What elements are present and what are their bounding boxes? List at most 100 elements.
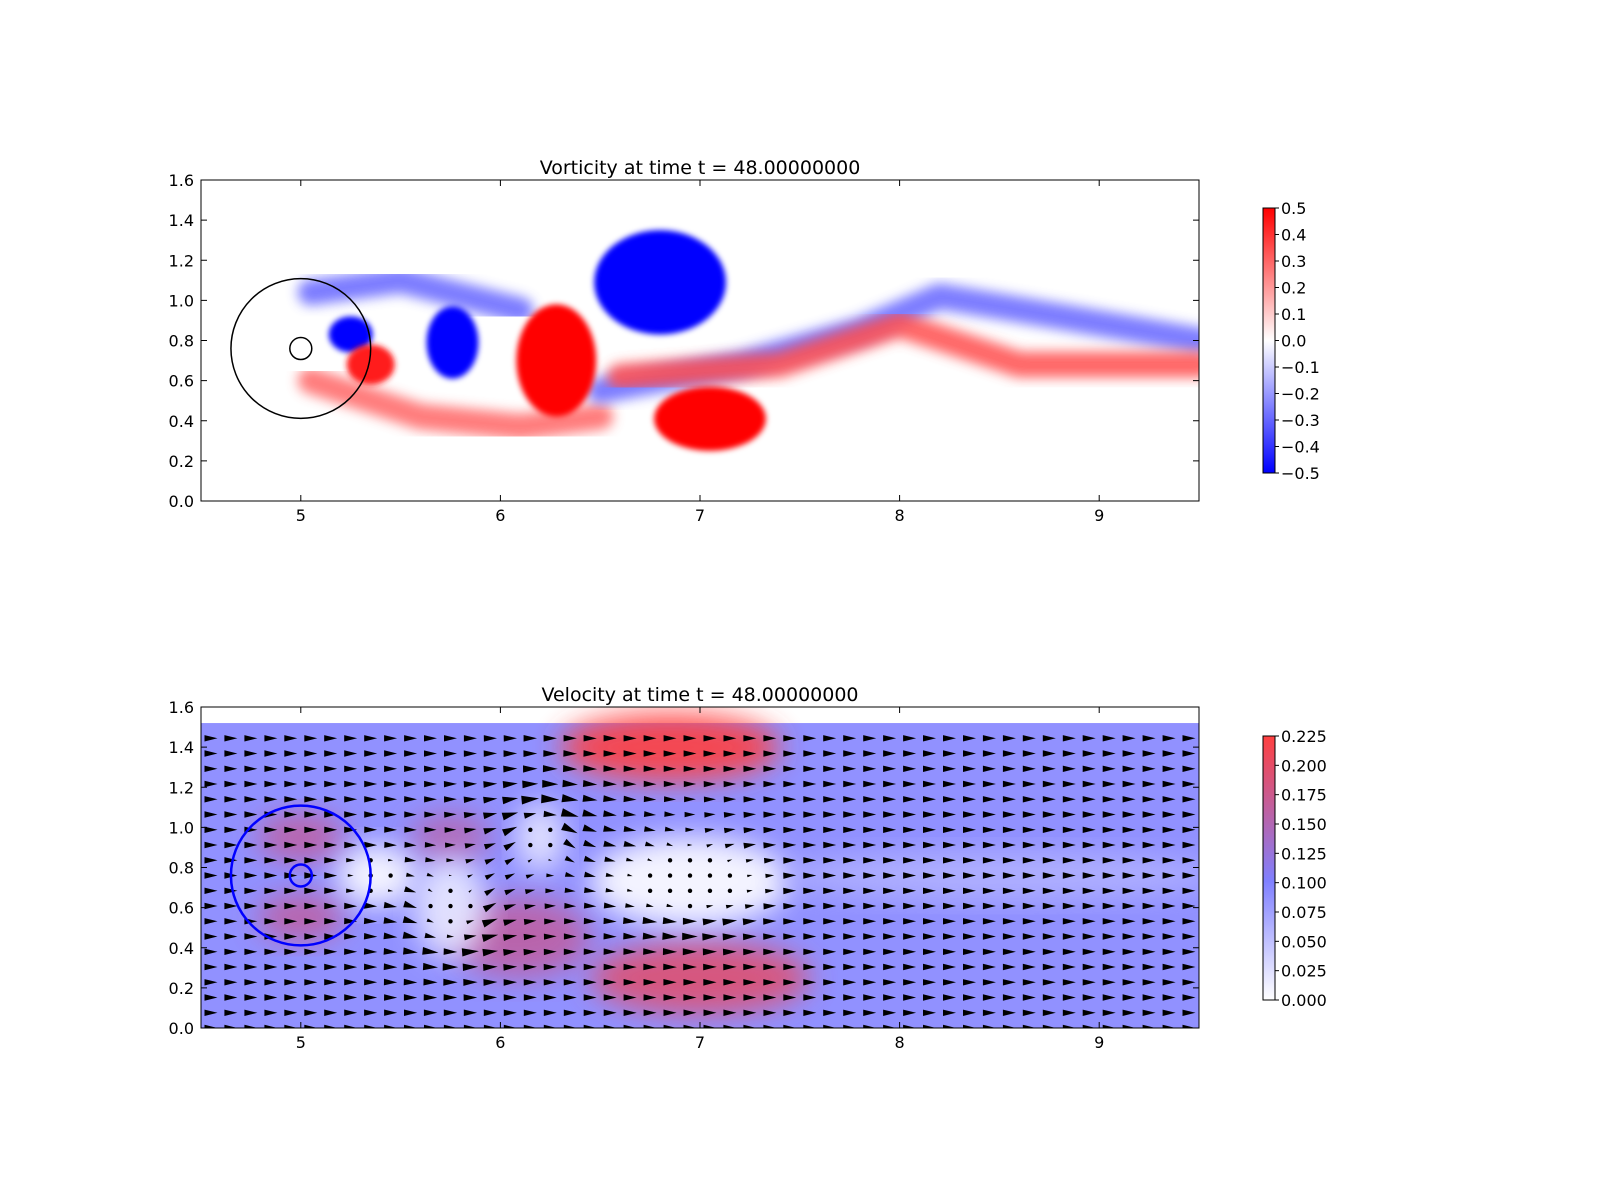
- quiver-dot: [687, 873, 693, 878]
- quiver-arrow: [883, 948, 897, 955]
- quiver-arrow: [584, 887, 597, 893]
- quiver-arrow: [443, 978, 458, 986]
- quiver-arrow: [403, 900, 417, 908]
- quiver-arrow: [503, 765, 518, 773]
- quiver-arrow: [523, 750, 538, 757]
- quiver-arrow: [264, 872, 278, 879]
- quiver-arrow: [623, 948, 637, 955]
- velocity-ytick-label: 1.4: [169, 738, 194, 757]
- quiver-arrow: [264, 857, 278, 864]
- quiver-arrow: [722, 933, 738, 941]
- quiver-arrow: [583, 963, 597, 971]
- quiver-arrow: [404, 750, 418, 757]
- quiver-arrow: [1042, 963, 1056, 971]
- quiver-arrow: [264, 994, 278, 1001]
- vorticity-ytick-label: 1.4: [169, 211, 194, 230]
- quiver-arrow: [627, 873, 633, 877]
- quiver-arrow: [963, 963, 976, 971]
- quiver-arrow: [344, 765, 358, 772]
- quiver-arrow: [687, 843, 693, 847]
- quiver-arrow: [963, 1024, 976, 1028]
- quiver-arrow: [783, 811, 797, 818]
- quiver-arrow: [883, 918, 897, 925]
- quiver-arrow: [843, 994, 857, 1001]
- quiver-arrow: [463, 1024, 477, 1028]
- quiver-arrow: [324, 811, 338, 818]
- quiver-arrow: [963, 811, 976, 818]
- quiver-arrow: [483, 1024, 497, 1028]
- quiver-arrow: [442, 963, 459, 971]
- quiver-arrow: [503, 979, 518, 986]
- quiver-arrow: [823, 872, 837, 879]
- quiver-arrow: [863, 902, 877, 910]
- quiver-arrow: [444, 796, 457, 803]
- quiver-arrow: [244, 796, 258, 803]
- quiver-arrow: [1142, 963, 1156, 971]
- quiver-arrow: [982, 979, 996, 986]
- quiver-arrow: [603, 750, 617, 757]
- quiver-arrow: [483, 1009, 497, 1016]
- quiver-arrow: [1122, 918, 1136, 925]
- quiver-arrow: [843, 796, 857, 803]
- quiver-arrow: [284, 765, 298, 772]
- quiver-arrow: [1042, 841, 1056, 849]
- quiver-arrow: [563, 735, 577, 742]
- quiver-arrow: [504, 888, 516, 896]
- quiver-arrow: [1182, 994, 1196, 1001]
- quiver-arrow: [1022, 933, 1036, 940]
- quiver-arrow: [284, 780, 298, 788]
- quiver-arrow: [304, 902, 318, 910]
- quiver-arrow: [304, 933, 318, 940]
- quiver-arrow: [462, 963, 479, 971]
- quiver-arrow: [523, 812, 537, 819]
- quiver-arrow: [1002, 948, 1016, 955]
- quiver-arrow: [1182, 902, 1196, 910]
- quiver-arrow: [703, 1024, 717, 1028]
- quiver-arrow: [583, 979, 597, 986]
- quiver-arrow: [583, 1024, 597, 1028]
- quiver-arrow: [603, 917, 617, 925]
- quiver-arrow: [284, 841, 298, 849]
- quiver-arrow: [1162, 994, 1176, 1001]
- quiver-arrow: [548, 858, 553, 861]
- quiver-arrow: [284, 918, 298, 925]
- quiver-arrow: [443, 994, 458, 1001]
- quiver-arrow: [443, 781, 457, 788]
- quiver-arrow: [843, 872, 857, 879]
- quiver-arrow: [564, 918, 577, 925]
- quiver-arrow: [803, 750, 817, 757]
- quiver-arrow: [863, 994, 877, 1001]
- quiver-arrow: [883, 811, 897, 818]
- quiver-arrow: [1022, 979, 1036, 986]
- quiver-arrow: [843, 979, 857, 986]
- quiver-arrow: [503, 1009, 517, 1016]
- quiver-arrow: [943, 979, 956, 986]
- quiver-arrow: [423, 1009, 438, 1016]
- quiver-arrow: [1182, 918, 1196, 925]
- velocity-ytick-label: 0.0: [169, 1019, 194, 1038]
- quiver-arrow: [1042, 887, 1056, 894]
- quiver-arrow: [563, 933, 577, 940]
- quiver-arrow: [642, 932, 658, 940]
- quiver-arrow: [304, 1009, 318, 1016]
- quiver-arrow: [1042, 780, 1056, 788]
- quiver-arrow: [481, 934, 499, 942]
- quiver-arrow: [502, 826, 518, 837]
- quiver-arrow: [603, 994, 617, 1001]
- quiver-arrow: [244, 765, 258, 772]
- cylinder-marker-circle: [230, 277, 372, 420]
- quiver-arrow: [523, 994, 537, 1001]
- quiver-arrow: [903, 857, 917, 864]
- quiver-arrow: [1102, 811, 1116, 818]
- quiver-dot: [707, 858, 713, 863]
- velocity-ytick-label: 1.2: [169, 778, 194, 797]
- quiver-arrow: [1022, 811, 1036, 818]
- quiver-arrow: [224, 780, 238, 788]
- quiver-arrow: [404, 780, 418, 788]
- quiver-arrow: [903, 994, 917, 1001]
- quiver-arrow: [704, 812, 716, 818]
- quiver-arrow: [823, 918, 837, 925]
- quiver-arrow: [1062, 857, 1076, 864]
- quiver-arrow: [224, 811, 238, 818]
